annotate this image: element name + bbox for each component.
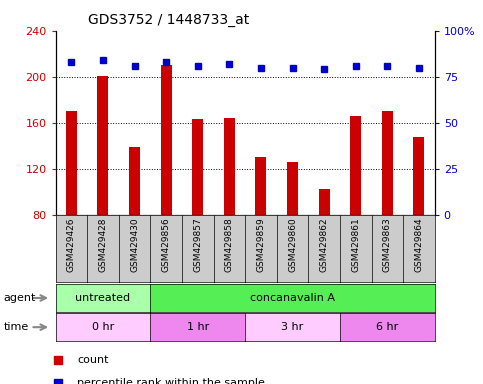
Text: 6 hr: 6 hr: [376, 322, 398, 332]
Bar: [319, 189, 329, 215]
Text: GSM429862: GSM429862: [320, 217, 328, 272]
Bar: [382, 111, 393, 215]
Bar: [98, 76, 109, 215]
Text: GSM429858: GSM429858: [225, 217, 234, 272]
Bar: [192, 119, 203, 215]
Text: GSM429859: GSM429859: [256, 217, 266, 272]
Bar: [350, 116, 361, 215]
Text: GSM429857: GSM429857: [193, 217, 202, 272]
Bar: [161, 65, 171, 215]
Text: percentile rank within the sample: percentile rank within the sample: [77, 378, 265, 384]
Text: GSM429428: GSM429428: [99, 217, 107, 271]
Text: GSM429430: GSM429430: [130, 217, 139, 272]
Text: GSM429863: GSM429863: [383, 217, 392, 272]
Text: GSM429860: GSM429860: [288, 217, 297, 272]
Text: GSM429426: GSM429426: [67, 217, 76, 271]
Text: untreated: untreated: [75, 293, 130, 303]
Text: 1 hr: 1 hr: [186, 322, 209, 332]
Text: GSM429856: GSM429856: [162, 217, 170, 272]
Bar: [256, 157, 267, 215]
Text: GSM429864: GSM429864: [414, 217, 424, 272]
Text: GDS3752 / 1448733_at: GDS3752 / 1448733_at: [88, 13, 250, 27]
Bar: [129, 147, 140, 215]
Bar: [287, 162, 298, 215]
Bar: [66, 111, 77, 215]
Text: agent: agent: [4, 293, 36, 303]
Text: count: count: [77, 355, 109, 365]
Bar: [413, 137, 425, 215]
Text: GSM429861: GSM429861: [351, 217, 360, 272]
Text: 3 hr: 3 hr: [282, 322, 304, 332]
Text: 0 hr: 0 hr: [92, 322, 114, 332]
Text: time: time: [4, 322, 29, 332]
Text: concanavalin A: concanavalin A: [250, 293, 335, 303]
Bar: [224, 118, 235, 215]
